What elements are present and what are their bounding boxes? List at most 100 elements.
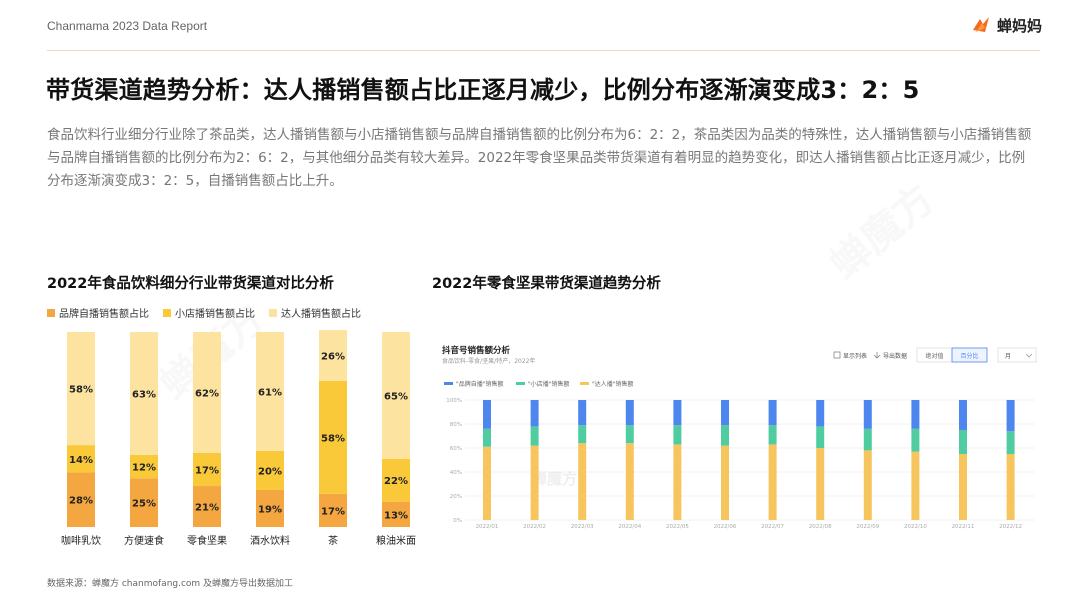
legend-swatch [580, 382, 589, 385]
legend-item: 达人播销售额占比 [269, 305, 361, 320]
bar-segment [319, 493, 347, 527]
legend-label: "达人播"销售额 [592, 380, 634, 388]
legend-label: 小店播销售额占比 [175, 309, 255, 320]
bar-value-label: 17% [321, 506, 345, 517]
bar-segment [863, 450, 872, 520]
bar-value-label: 13% [384, 510, 408, 521]
legend-swatch [516, 382, 525, 385]
x-tick-label: 粮油米面 [376, 534, 416, 547]
bar-value-label: 12% [132, 463, 156, 474]
bar-segment [625, 443, 634, 520]
bar-segment [319, 330, 347, 381]
toggle-absolute-label: 绝对值 [925, 352, 943, 360]
bar-segment [578, 443, 587, 520]
page-title: 带货渠道趋势分析：达人播销售额占比正逐月减少，比例分布逐渐演变成3：2：5 [46, 76, 920, 104]
bar-value-label: 17% [195, 465, 219, 476]
legend-swatch [163, 308, 171, 317]
bar-segment [193, 452, 221, 487]
bar-segment [67, 445, 95, 473]
bar-value-label: 63% [132, 389, 156, 400]
y-tick-label: 40% [450, 470, 462, 476]
bar-segment [863, 428, 872, 451]
bar-segment [959, 430, 967, 454]
bar-segment [721, 400, 729, 426]
bar-value-label: 58% [321, 433, 345, 444]
x-tick-label: 2022/01 [476, 524, 499, 530]
period-select [997, 347, 1037, 363]
bar-segment [256, 489, 284, 527]
bar-segment [768, 400, 777, 426]
x-tick-label: 2022/10 [904, 524, 927, 530]
bar-segment [625, 400, 634, 426]
tool-show-list: 显示列表 [843, 352, 867, 360]
bar-segment [382, 332, 410, 459]
bar-value-label: 26% [321, 351, 345, 362]
bar-segment [1006, 400, 1015, 432]
x-tick-label: 2022/06 [714, 524, 737, 530]
x-tick-label: 茶 [328, 534, 338, 547]
left-chart-legend: 品牌自播销售额占比 小店播销售额占比 达人播销售额占比 [47, 305, 361, 320]
bar-segment [863, 400, 872, 429]
panel-title: 抖音号销售额分析 [442, 345, 511, 356]
bar-segment [911, 451, 920, 520]
bar-segment [768, 425, 777, 445]
bar-segment [816, 426, 825, 448]
bar-segment [1006, 431, 1015, 454]
panel-subtitle: 食品饮料-零食/坚果/特产，2022年 [442, 357, 535, 365]
bar-segment [130, 332, 158, 455]
bar-segment [382, 501, 410, 527]
bar-segment [578, 400, 587, 426]
bar-value-label: 62% [195, 388, 219, 399]
bar-segment [911, 428, 920, 452]
x-tick-label: 2022/11 [952, 524, 975, 530]
list-icon [833, 351, 841, 359]
bar-value-label: 20% [258, 466, 282, 477]
header-divider [47, 50, 1040, 51]
x-tick-label: 2022/02 [523, 524, 546, 530]
legend-item: 品牌自播销售额占比 [47, 305, 149, 320]
bar-segment [578, 425, 587, 444]
y-tick-label: 60% [450, 446, 462, 452]
bar-segment [319, 380, 347, 494]
bar-segment [911, 400, 920, 429]
x-tick-label: 咖啡乳饮 [61, 534, 101, 547]
bar-segment [130, 454, 158, 479]
bar-segment [959, 400, 967, 430]
bar-segment [625, 425, 634, 444]
bar-segment [673, 400, 682, 426]
x-tick-label: 2022/05 [666, 524, 689, 530]
x-tick-label: 2022/09 [856, 524, 879, 530]
bar-segment [768, 444, 777, 520]
legend-swatch [444, 382, 453, 385]
bar-segment [483, 428, 491, 447]
x-tick-label: 方便速食 [124, 534, 164, 547]
y-tick-label: 80% [450, 422, 462, 428]
data-source: 数据来源：蝉魔方 chanmofang.com 及蝉魔方导出数据加工 [47, 579, 294, 589]
bar-segment [256, 332, 284, 451]
left-section-title: 2022年食品饮料细分行业带货渠道对比分析 [47, 276, 334, 292]
bar-segment [256, 450, 284, 490]
x-tick-label: 零食坚果 [187, 534, 227, 547]
toggle-percent [951, 347, 988, 363]
bar-segment [816, 400, 825, 427]
legend-swatch [269, 308, 277, 317]
legend-swatch [47, 308, 55, 317]
y-tick-label: 20% [450, 494, 462, 500]
bar-segment [530, 445, 539, 520]
bar-segment [673, 444, 682, 520]
bar-value-label: 28% [69, 496, 93, 507]
right-section-title: 2022年零食坚果带货渠道趋势分析 [432, 276, 661, 292]
page-description: 食品饮料行业细分行业除了茶品类，达人播销售额与小店播销售额与品牌自播销售额的比例… [47, 127, 1032, 189]
chanmama-logo-icon [972, 17, 989, 32]
legend-label: 达人播销售额占比 [281, 309, 361, 320]
export-icon [873, 352, 881, 359]
panel-watermark: 蝉魔方 [532, 470, 577, 488]
legend-label: "品牌自播"销售额 [456, 380, 504, 388]
bar-value-label: 14% [69, 455, 93, 466]
bar-segment [67, 472, 95, 527]
bar-segment [193, 332, 221, 453]
bar-segment [673, 425, 682, 445]
toggle-percent-label: 百分比 [960, 352, 978, 360]
bar-segment [483, 446, 491, 520]
